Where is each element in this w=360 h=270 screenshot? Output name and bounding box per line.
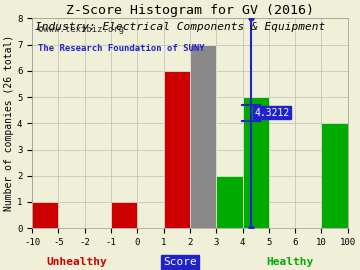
Text: ©www.textbiz.org: ©www.textbiz.org (39, 25, 124, 34)
Bar (321, 123, 348, 228)
Text: The Research Foundation of SUNY: The Research Foundation of SUNY (39, 43, 205, 53)
Bar (190, 45, 216, 228)
Title: Z-Score Histogram for GV (2016): Z-Score Histogram for GV (2016) (66, 4, 314, 17)
Text: Industry: Electrical Components & Equipment: Industry: Electrical Components & Equipm… (35, 22, 325, 32)
Text: Healthy: Healthy (266, 257, 313, 267)
Text: 4.3212: 4.3212 (254, 108, 289, 118)
Bar (111, 202, 137, 228)
Bar (243, 97, 269, 228)
Text: Unhealthy: Unhealthy (47, 257, 108, 267)
Text: Score: Score (163, 257, 197, 267)
Y-axis label: Number of companies (26 total): Number of companies (26 total) (4, 35, 14, 211)
Bar (216, 176, 243, 228)
Bar (32, 202, 58, 228)
Bar (163, 71, 190, 228)
